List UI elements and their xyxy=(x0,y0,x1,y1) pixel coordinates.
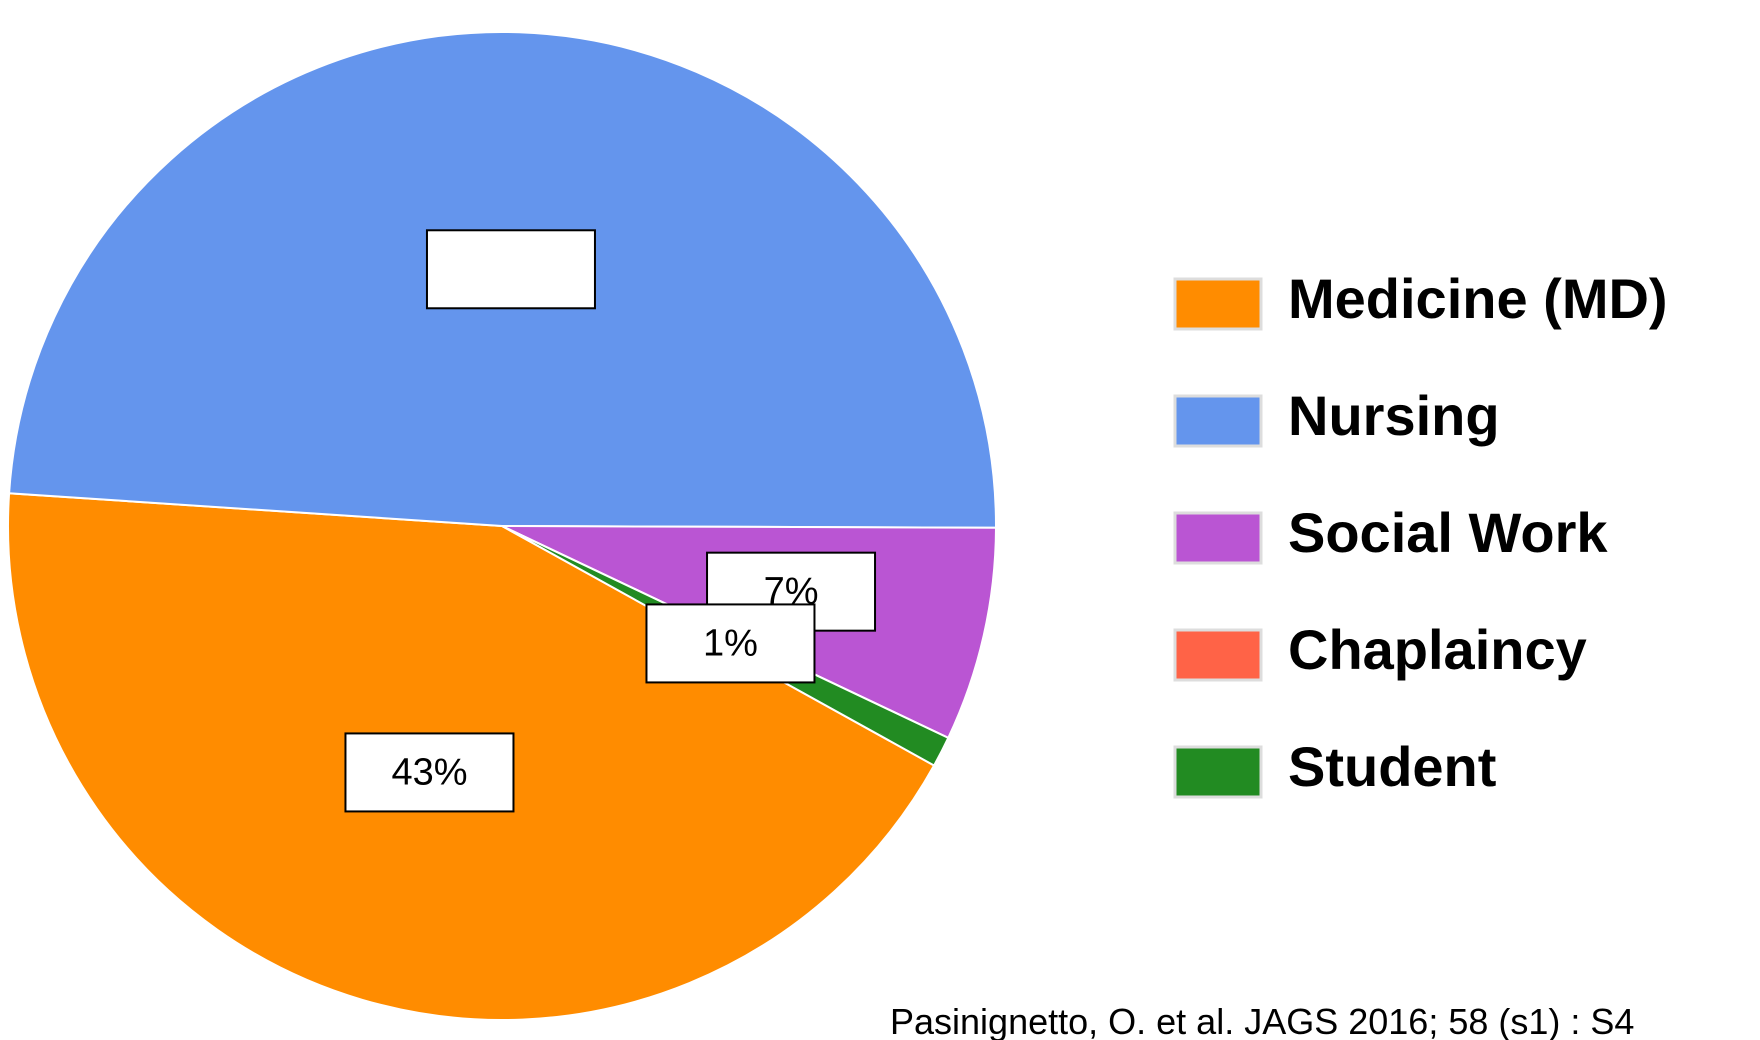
legend-label: Student xyxy=(1288,735,1496,798)
legend-swatch xyxy=(1173,511,1263,565)
legend-label: Chaplaincy xyxy=(1288,618,1587,681)
data-label-box xyxy=(645,603,816,684)
legend-label: Social Work xyxy=(1288,501,1608,564)
legend-swatch xyxy=(1173,628,1263,682)
legend-label: Medicine (MD) xyxy=(1288,267,1668,330)
legend-swatch xyxy=(1173,277,1263,331)
legend-swatch xyxy=(1173,394,1263,448)
source-note: Pasinignetto, O. et al. JAGS 2016; 58 (s… xyxy=(890,1001,1634,1040)
legend-swatch xyxy=(1173,745,1263,799)
data-label: 43% xyxy=(391,751,467,793)
data-label: 1% xyxy=(703,622,758,664)
data-label-box xyxy=(425,229,596,310)
legend-label: Nursing xyxy=(1288,384,1500,447)
data-label-box xyxy=(344,732,515,813)
